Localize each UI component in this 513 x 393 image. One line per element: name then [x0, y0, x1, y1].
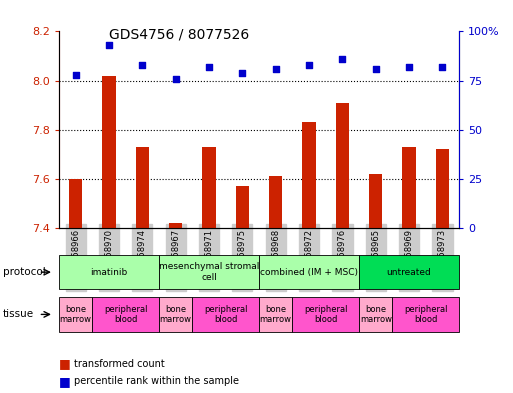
Bar: [103, 75, 115, 228]
Point: [338, 56, 346, 62]
Bar: [169, 223, 182, 228]
Text: imatinib: imatinib: [90, 268, 128, 277]
Point: [171, 75, 180, 82]
Text: tissue: tissue: [3, 309, 34, 320]
Text: GDS4756 / 8077526: GDS4756 / 8077526: [109, 28, 250, 42]
Text: bone
marrow: bone marrow: [60, 305, 92, 324]
Text: ■: ■: [59, 357, 71, 370]
Bar: [202, 147, 215, 228]
Text: peripheral
blood: peripheral blood: [204, 305, 247, 324]
Text: peripheral
blood: peripheral blood: [104, 305, 147, 324]
Point: [271, 66, 280, 72]
Point: [138, 62, 146, 68]
Text: peripheral
blood: peripheral blood: [404, 305, 447, 324]
Point: [438, 64, 446, 70]
Text: percentile rank within the sample: percentile rank within the sample: [74, 376, 240, 386]
Text: untreated: untreated: [387, 268, 431, 277]
Bar: [402, 147, 416, 228]
Text: peripheral
blood: peripheral blood: [304, 305, 347, 324]
Text: bone
marrow: bone marrow: [160, 305, 192, 324]
Bar: [336, 103, 349, 228]
Point: [238, 70, 246, 76]
Text: ■: ■: [59, 375, 71, 388]
Bar: [302, 122, 315, 228]
Text: combined (IM + MSC): combined (IM + MSC): [260, 268, 358, 277]
Bar: [269, 176, 282, 228]
Bar: [235, 186, 249, 228]
Bar: [135, 147, 149, 228]
Bar: [436, 149, 449, 228]
Point: [305, 62, 313, 68]
Point: [405, 64, 413, 70]
Point: [205, 64, 213, 70]
Text: bone
marrow: bone marrow: [360, 305, 392, 324]
Bar: [369, 174, 382, 228]
Text: mesenchymal stromal
cell: mesenchymal stromal cell: [159, 263, 259, 282]
Bar: [69, 179, 82, 228]
Text: transformed count: transformed count: [74, 358, 165, 369]
Point: [105, 42, 113, 48]
Text: bone
marrow: bone marrow: [260, 305, 292, 324]
Point: [371, 66, 380, 72]
Point: [71, 72, 80, 78]
Text: protocol: protocol: [3, 267, 45, 277]
